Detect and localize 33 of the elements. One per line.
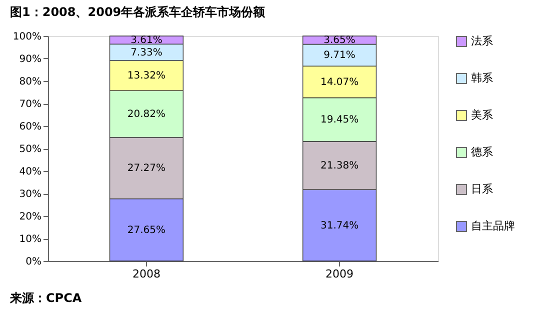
legend-label: 德系: [471, 146, 493, 158]
data-label: 3.61%: [130, 35, 162, 46]
y-tick-label: 10%: [19, 234, 42, 245]
x-tick-label: 2009: [326, 268, 354, 280]
data-label: 31.74%: [320, 220, 359, 232]
data-label: 19.45%: [320, 114, 359, 126]
data-label: 21.38%: [320, 160, 359, 172]
data-label: 13.32%: [127, 70, 166, 82]
legend-label: 韩系: [471, 72, 493, 84]
y-tick-label: 100%: [12, 32, 42, 42]
data-label: 14.07%: [320, 76, 359, 88]
y-tick-label: 90%: [19, 54, 42, 65]
legend-label: 日系: [471, 182, 493, 196]
data-label: 20.82%: [127, 109, 166, 120]
legend-label: 自主品牌: [471, 220, 515, 232]
y-tick-label: 70%: [19, 99, 42, 110]
data-label: 3.65%: [324, 35, 356, 46]
x-tick-label: 2008: [132, 268, 160, 280]
data-label: 9.71%: [324, 50, 356, 62]
chart-title: 图1：2008、2009年各派系车企轿车市场份额: [10, 5, 266, 19]
legend-label: 美系: [471, 108, 493, 122]
y-tick-label: 20%: [19, 212, 42, 222]
y-tick-label: 40%: [19, 166, 42, 178]
legend-label: 法系: [471, 34, 493, 48]
y-tick-label: 50%: [19, 144, 42, 155]
data-label: 27.27%: [127, 163, 166, 174]
data-label: 7.33%: [130, 47, 162, 58]
y-tick-label: 80%: [19, 76, 42, 88]
y-tick-label: 0%: [26, 256, 42, 268]
data-label: 27.65%: [127, 224, 166, 236]
source-note: 来源：CPCA: [9, 291, 82, 305]
y-tick-label: 30%: [19, 189, 42, 200]
y-tick-label: 60%: [19, 122, 42, 132]
